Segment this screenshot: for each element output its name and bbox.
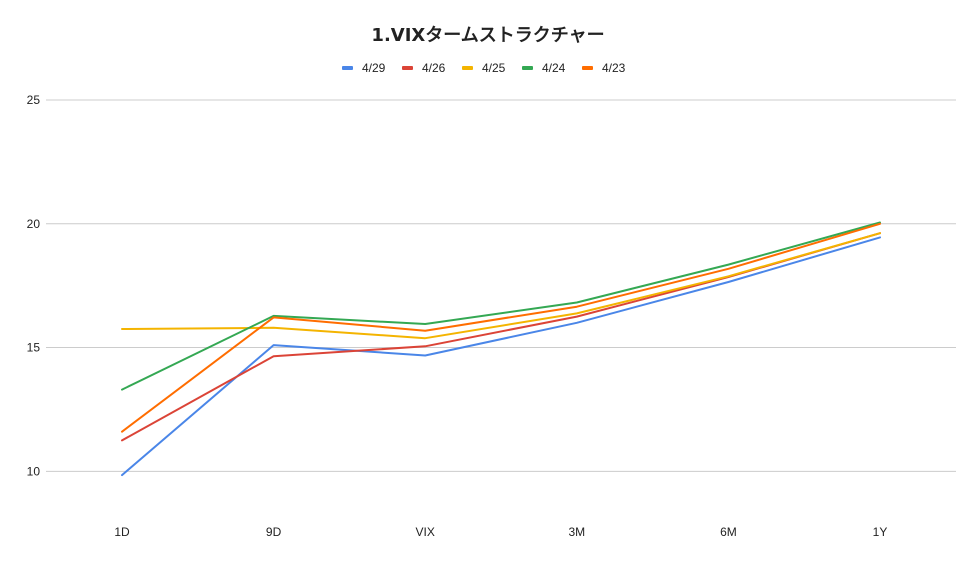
y-tick-label: 15: [27, 341, 41, 355]
legend-label: 4/26: [422, 61, 446, 75]
legend-swatch: [342, 66, 353, 70]
legend-label: 4/24: [542, 61, 566, 75]
x-tick-label: 1D: [114, 525, 130, 539]
gridlines: [46, 99, 956, 472]
series-group: [121, 221, 881, 477]
x-axis: 1D 9D VIX 3M 6M 1Y: [114, 525, 887, 539]
x-tick-label: 9D: [266, 525, 282, 539]
legend-swatch: [462, 66, 473, 70]
series-line-4-24: [121, 221, 881, 391]
legend-swatch: [582, 66, 593, 70]
legend-swatch: [522, 66, 533, 70]
legend: 4/29 4/26 4/25 4/24 4/23: [342, 61, 626, 75]
x-tick-label: 3M: [568, 525, 585, 539]
legend-label: 4/25: [482, 61, 506, 75]
y-tick-label: 10: [27, 464, 41, 478]
y-tick-label: 20: [27, 217, 41, 231]
x-tick-label: 1Y: [873, 525, 888, 539]
x-tick-label: VIX: [416, 525, 435, 539]
legend-label: 4/29: [362, 61, 386, 75]
series-line-4-25: [121, 232, 881, 340]
x-tick-label: 6M: [720, 525, 737, 539]
chart-title: 1.VIXタームストラクチャー: [371, 25, 604, 46]
y-axis: 10 15 20 25: [27, 93, 41, 478]
series-line-4-26: [121, 232, 881, 442]
legend-swatch: [402, 66, 413, 70]
legend-label: 4/23: [602, 61, 626, 75]
y-tick-label: 25: [27, 93, 41, 107]
series-line-4-29: [121, 236, 881, 477]
series-line-4-23: [121, 222, 881, 433]
